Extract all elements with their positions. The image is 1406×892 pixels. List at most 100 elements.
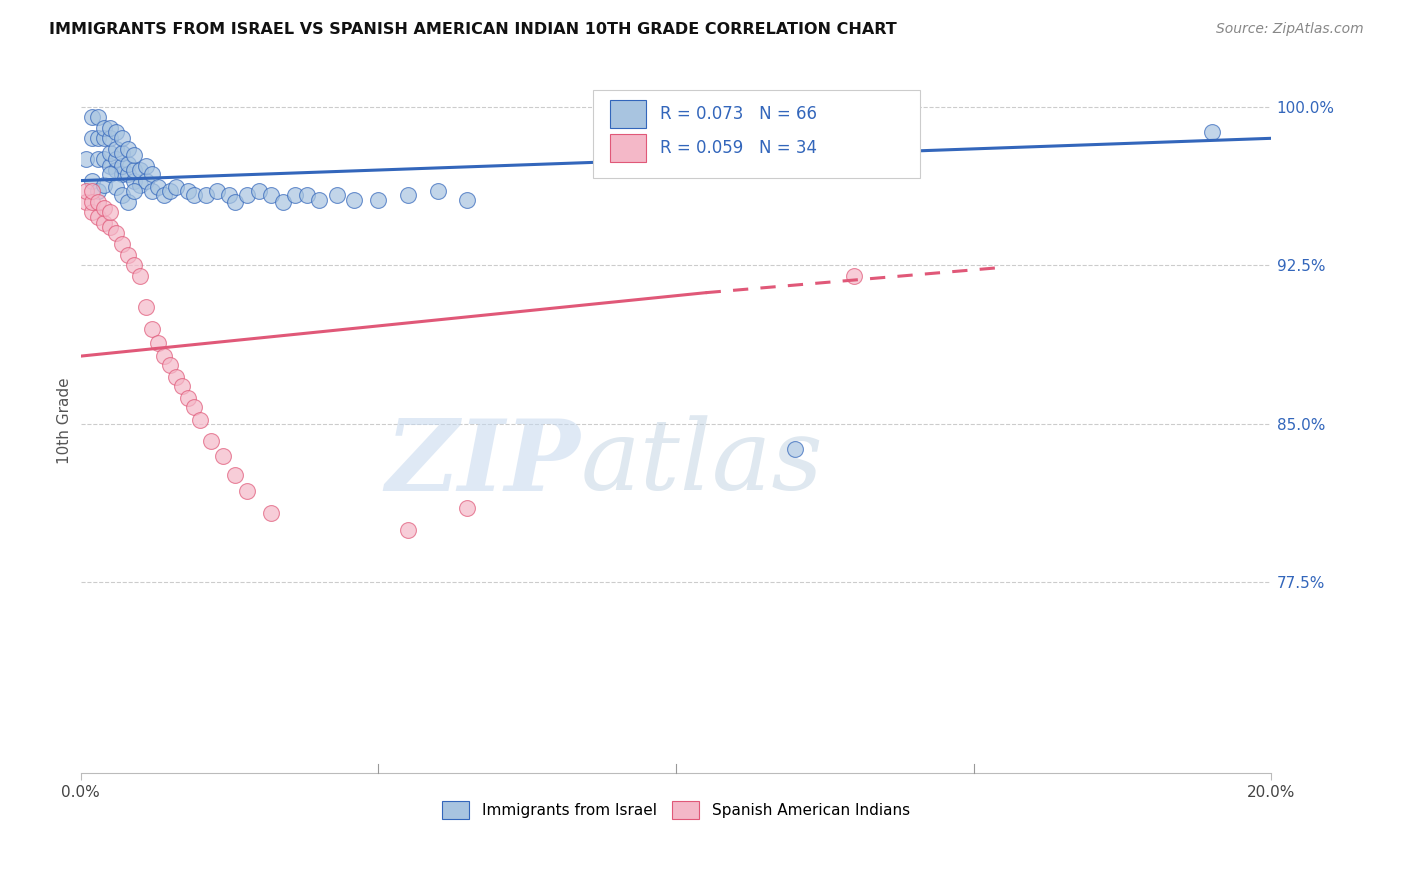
Point	[98, 205, 121, 219]
Point	[135, 159, 157, 173]
Point	[159, 184, 181, 198]
Point	[141, 321, 163, 335]
Point	[87, 184, 110, 198]
Point	[260, 188, 283, 202]
Point	[194, 188, 217, 202]
Point	[87, 110, 110, 124]
Text: atlas: atlas	[581, 416, 824, 510]
Point	[111, 159, 134, 173]
Point	[308, 193, 330, 207]
Point	[396, 188, 419, 202]
Point	[129, 268, 152, 283]
Point	[82, 184, 104, 198]
Point	[183, 188, 205, 202]
Point	[129, 163, 152, 178]
Point	[218, 188, 240, 202]
Point	[783, 442, 806, 457]
Point	[153, 349, 176, 363]
Point	[135, 173, 157, 187]
Point	[122, 148, 145, 162]
Point	[146, 336, 169, 351]
Point	[93, 216, 115, 230]
Point	[122, 173, 145, 187]
Point	[105, 163, 128, 178]
Point	[153, 188, 176, 202]
Point	[396, 523, 419, 537]
Point	[122, 258, 145, 272]
Point	[188, 412, 211, 426]
Point	[176, 392, 198, 406]
Point	[117, 167, 139, 181]
Point	[141, 167, 163, 181]
FancyBboxPatch shape	[592, 90, 920, 178]
Point	[271, 194, 294, 209]
Point	[111, 131, 134, 145]
Point	[224, 467, 246, 482]
Point	[87, 194, 110, 209]
Point	[236, 484, 259, 499]
Point	[236, 188, 259, 202]
Point	[456, 193, 478, 207]
Point	[93, 178, 115, 192]
Point	[325, 188, 347, 202]
Point	[93, 153, 115, 167]
Point	[1201, 125, 1223, 139]
Point	[159, 358, 181, 372]
Point	[284, 188, 307, 202]
Point	[82, 131, 104, 145]
Point	[105, 125, 128, 139]
Point	[105, 180, 128, 194]
Point	[200, 434, 222, 448]
Point	[117, 247, 139, 261]
Point	[93, 201, 115, 215]
Point	[426, 184, 449, 198]
Bar	[610, 100, 647, 128]
Point	[135, 301, 157, 315]
Point	[212, 449, 235, 463]
Point	[93, 120, 115, 135]
Point	[98, 146, 121, 161]
Point	[456, 501, 478, 516]
Point	[165, 180, 187, 194]
Point	[295, 188, 318, 202]
Point	[247, 184, 270, 198]
Point	[87, 210, 110, 224]
Point	[141, 184, 163, 198]
Text: IMMIGRANTS FROM ISRAEL VS SPANISH AMERICAN INDIAN 10TH GRADE CORRELATION CHART: IMMIGRANTS FROM ISRAEL VS SPANISH AMERIC…	[49, 22, 897, 37]
Point	[82, 205, 104, 219]
Point	[98, 167, 121, 181]
Point	[98, 220, 121, 235]
Point	[87, 131, 110, 145]
Point	[224, 194, 246, 209]
Point	[207, 184, 229, 198]
Point	[75, 184, 97, 198]
Point	[111, 188, 134, 202]
Point	[117, 142, 139, 156]
Point	[105, 227, 128, 241]
Point	[105, 142, 128, 156]
Text: R = 0.073   N = 66: R = 0.073 N = 66	[661, 105, 817, 123]
Point	[93, 131, 115, 145]
Point	[367, 193, 389, 207]
Point	[117, 194, 139, 209]
Point	[105, 153, 128, 167]
Point	[176, 184, 198, 198]
Point	[122, 163, 145, 178]
Point	[82, 194, 104, 209]
Point	[183, 400, 205, 414]
Point	[111, 146, 134, 161]
Point	[146, 180, 169, 194]
Point	[87, 153, 110, 167]
Point	[343, 193, 366, 207]
Point	[117, 157, 139, 171]
Point	[75, 153, 97, 167]
Point	[98, 159, 121, 173]
Y-axis label: 10th Grade: 10th Grade	[58, 377, 72, 464]
Point	[165, 370, 187, 384]
Point	[122, 184, 145, 198]
Point	[844, 268, 866, 283]
Point	[98, 131, 121, 145]
Point	[129, 178, 152, 192]
Point	[82, 173, 104, 187]
Point	[98, 120, 121, 135]
